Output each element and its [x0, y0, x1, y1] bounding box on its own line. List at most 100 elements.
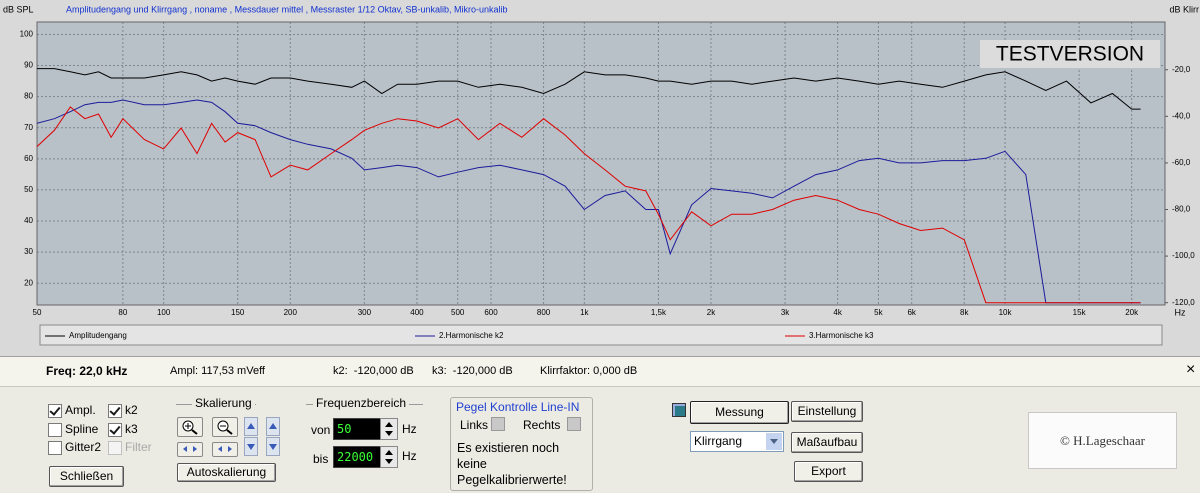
checkbox-label: Ampl.: [65, 403, 96, 417]
status-freq: Freq: 22,0 kHz: [46, 364, 128, 378]
up-button[interactable]: [244, 417, 258, 436]
x-tick-label: 800: [537, 308, 551, 317]
x-tick-label: 2k: [707, 308, 716, 317]
close-icon[interactable]: ×: [1186, 361, 1196, 378]
x-tick-label: 6k: [907, 308, 916, 317]
legend-box: [39, 324, 1163, 346]
x-tick-label: 8k: [960, 308, 969, 317]
to-label: bis: [313, 452, 329, 466]
legend-label: 2.Harmonische k2: [439, 331, 504, 340]
y2-tick-label: -80,0: [1172, 205, 1191, 214]
measure-button[interactable]: Messung: [690, 401, 789, 424]
y2-tick-label: -40,0: [1172, 111, 1191, 120]
y-tick-label: 60: [24, 154, 33, 163]
y-tick-label: 80: [24, 92, 33, 101]
checkbox[interactable]: [48, 404, 62, 418]
x-tick-label: 5k: [874, 308, 883, 317]
y2-tick-label: -100,0: [1172, 251, 1195, 260]
settings-button[interactable]: Einstellung: [791, 401, 863, 422]
checkbox[interactable]: [108, 404, 122, 418]
watermark-box: [980, 40, 1160, 68]
chart-title: Amplitudengang und Klirrgang , noname , …: [66, 4, 508, 14]
up-button[interactable]: [266, 417, 280, 436]
x-tick-label: 200: [284, 308, 298, 317]
down-icon: [269, 444, 277, 450]
x-tick-label: 50: [33, 308, 42, 317]
x-tick-label: 100: [157, 308, 171, 317]
status-icon[interactable]: [672, 403, 686, 417]
y2-axis-label: dB Klirr: [1169, 4, 1199, 14]
mode-select[interactable]: Klirrgang: [690, 431, 784, 452]
status-klirr: Klirrfaktor: 0,000 dB: [540, 365, 638, 377]
checkbox-label: Gitter2: [65, 440, 102, 454]
to-spinner[interactable]: [380, 446, 398, 468]
up-icon: [269, 423, 277, 429]
checkbox-label: Spline: [65, 422, 99, 436]
checkbox: [108, 441, 122, 455]
x-tick-label: 3k: [781, 308, 790, 317]
close-button[interactable]: Schließen: [49, 466, 124, 487]
mode-value: Klirrgang: [694, 434, 743, 448]
y-tick-label: 100: [20, 30, 34, 39]
shift-left-button[interactable]: [177, 442, 203, 457]
checkbox[interactable]: [48, 441, 62, 455]
y2-tick-label: -120,0: [1172, 298, 1195, 307]
series-line: [37, 99, 1141, 304]
from-label: von: [311, 423, 331, 437]
checkbox[interactable]: [108, 423, 122, 437]
setup-button[interactable]: Maßaufbau: [791, 432, 863, 453]
zoom-out-icon: [217, 420, 233, 435]
x-tick-label: 600: [484, 308, 498, 317]
left-indicator: [491, 417, 505, 431]
x-tick-label: 4k: [833, 308, 842, 317]
status-k3: k3: -120,000 dB: [432, 365, 513, 377]
x-tick-label: 80: [118, 308, 127, 317]
x-tick-label: 10k: [999, 308, 1013, 317]
y2-tick-label: -20,0: [1172, 65, 1191, 74]
right-indicator: [567, 417, 581, 431]
x-axis-label: Hz: [1175, 307, 1186, 317]
copyright: © H.Lageschaar: [1028, 412, 1177, 469]
x-tick-label: 150: [231, 308, 245, 317]
shift-right-button[interactable]: [212, 442, 238, 457]
y-tick-label: 30: [24, 247, 33, 256]
y-tick-label: 20: [24, 278, 33, 287]
from-input[interactable]: 50: [333, 418, 382, 440]
from-spinner[interactable]: [380, 418, 398, 440]
checkbox-label: k3: [125, 422, 138, 436]
series-line: [37, 106, 1141, 304]
x-tick-label: 400: [410, 308, 424, 317]
up-icon: [247, 423, 255, 429]
x-tick-label: 15k: [1073, 308, 1087, 317]
x-tick-label: 1,5k: [651, 308, 667, 317]
x-tick-label: 500: [451, 308, 465, 317]
x-tick-label: 20k: [1125, 308, 1139, 317]
zoom-out-button[interactable]: [212, 417, 238, 437]
checkbox[interactable]: [48, 423, 62, 437]
y-tick-label: 70: [24, 123, 33, 132]
level-message: Es existieren noch keine Pegelkalibrierw…: [457, 441, 567, 487]
down-icon: [247, 444, 255, 450]
export-button[interactable]: Export: [794, 461, 863, 482]
frequency-title: Frequenzbereich: [313, 396, 410, 410]
level-title: Pegel Kontrolle Line-IN: [456, 400, 580, 414]
shift-icon: [183, 446, 197, 452]
plot-area: [37, 22, 1165, 305]
status-bar: Freq: 22,0 kHz Ampl: 117,53 mVeff k2: -1…: [0, 356, 1200, 387]
shift-icon: [218, 446, 232, 452]
down-button[interactable]: [244, 437, 258, 456]
legend-label: Amplitudengang: [69, 331, 127, 340]
autoscale-button[interactable]: Autoskalierung: [177, 463, 276, 482]
dropdown-arrow: [766, 433, 782, 450]
y-tick-label: 50: [24, 185, 33, 194]
down-button[interactable]: [266, 437, 280, 456]
x-tick-label: 300: [358, 308, 372, 317]
y2-tick-label: -60,0: [1172, 158, 1191, 167]
right-label: Rechts: [523, 418, 561, 432]
to-input[interactable]: 22000: [333, 446, 382, 468]
y-tick-label: 40: [24, 216, 33, 225]
zoom-in-button[interactable]: [177, 417, 203, 437]
zoom-in-icon: [182, 420, 198, 435]
checkbox-label: Filter: [125, 440, 152, 454]
